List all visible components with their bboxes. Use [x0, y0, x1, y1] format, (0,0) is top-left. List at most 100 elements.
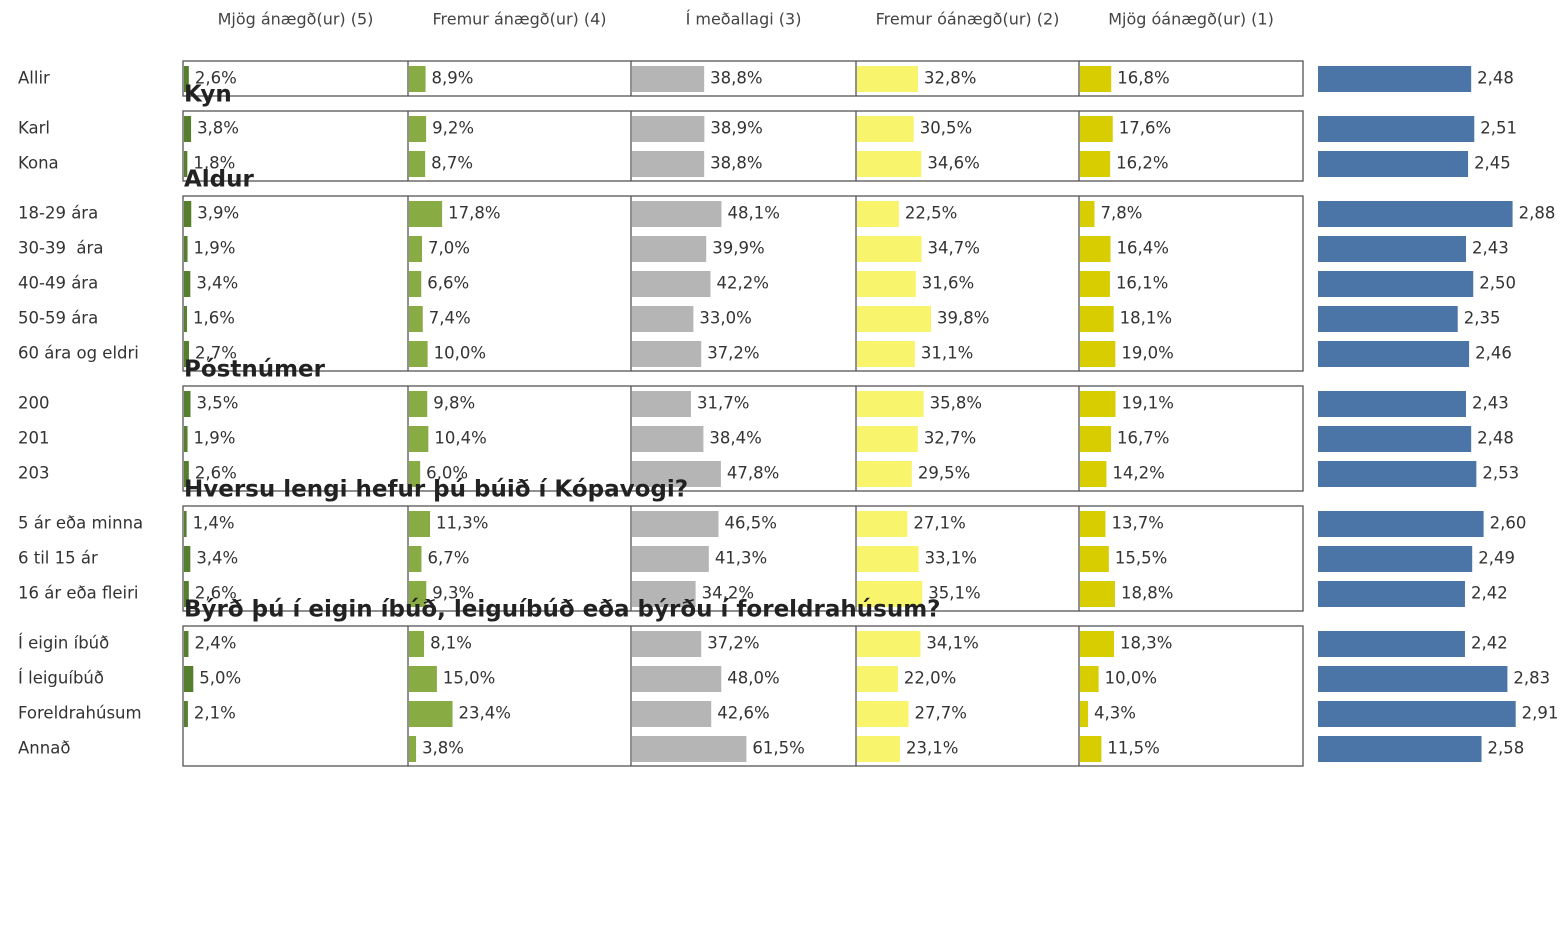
value-label: 19,1%: [1122, 394, 1174, 413]
bar: [857, 666, 898, 692]
value-label: 37,2%: [707, 634, 759, 653]
value-label: 16,1%: [1116, 274, 1168, 293]
mean-bar: [1318, 391, 1467, 417]
value-label: 15,0%: [443, 669, 495, 688]
mean-bar: [1318, 701, 1516, 727]
bar: [632, 271, 711, 297]
bar: [1080, 426, 1112, 452]
value-label: 2,6%: [195, 584, 237, 603]
bar: [632, 461, 721, 487]
value-label: 22,0%: [904, 669, 956, 688]
bar: [409, 391, 428, 417]
row-label: 40-49 ára: [18, 274, 98, 293]
mean-bar: [1318, 201, 1513, 227]
bar: [1080, 66, 1112, 92]
value-label: 8,9%: [432, 69, 474, 88]
mean-bar: [1318, 341, 1470, 367]
value-label: 30,5%: [920, 119, 972, 138]
bar: [409, 271, 422, 297]
bar: [632, 201, 722, 227]
value-label: 16,7%: [1117, 429, 1169, 448]
bar: [409, 236, 423, 262]
bar: [632, 546, 709, 572]
value-label: 1,9%: [194, 239, 236, 258]
value-label: 6,7%: [427, 549, 469, 568]
value-label: 9,3%: [432, 584, 474, 603]
value-label: 2,1%: [194, 704, 236, 723]
bar: [1080, 341, 1116, 367]
bar: [857, 236, 922, 262]
bar: [632, 736, 747, 762]
mean-bar: [1318, 581, 1465, 607]
value-label: 3,5%: [197, 394, 239, 413]
mean-label: 2,43: [1472, 394, 1509, 413]
value-label: 31,7%: [697, 394, 749, 413]
row-label: Foreldrahúsum: [18, 704, 142, 723]
value-label: 1,8%: [193, 154, 235, 173]
column-header: Í meðallagi (3): [686, 10, 802, 29]
value-label: 3,9%: [197, 204, 239, 223]
value-label: 10,4%: [434, 429, 486, 448]
mean-label: 2,35: [1464, 309, 1501, 328]
mean-bar: [1318, 271, 1474, 297]
bar: [632, 581, 696, 607]
mean-label: 2,83: [1513, 669, 1550, 688]
value-label: 35,8%: [930, 394, 982, 413]
value-label: 23,1%: [906, 739, 958, 758]
value-label: 34,6%: [927, 154, 979, 173]
mean-label: 2,46: [1475, 344, 1512, 363]
bar: [409, 701, 453, 727]
mean-label: 2,42: [1471, 634, 1508, 653]
row-label: 50-59 ára: [18, 309, 98, 328]
value-label: 14,2%: [1112, 464, 1164, 483]
value-label: 10,0%: [434, 344, 486, 363]
value-label: 27,7%: [915, 704, 967, 723]
value-label: 35,1%: [928, 584, 980, 603]
mean-label: 2,48: [1477, 429, 1514, 448]
value-label: 3,8%: [422, 739, 464, 758]
bar: [632, 391, 691, 417]
bar: [409, 736, 417, 762]
group-box: [182, 385, 1304, 492]
mean-label: 2,53: [1482, 464, 1519, 483]
mean-bar: [1318, 306, 1458, 332]
value-label: 13,7%: [1111, 514, 1163, 533]
bar: [857, 701, 909, 727]
bar: [184, 511, 187, 537]
mean-bar: [1318, 66, 1472, 92]
value-label: 31,6%: [922, 274, 974, 293]
value-label: 5,0%: [199, 669, 241, 688]
group-box: [182, 505, 1304, 612]
bar: [409, 66, 426, 92]
bar: [409, 426, 429, 452]
value-label: 6,0%: [426, 464, 468, 483]
value-label: 34,2%: [702, 584, 754, 603]
mean-label: 2,50: [1479, 274, 1516, 293]
value-label: 23,4%: [459, 704, 511, 723]
value-label: 1,6%: [193, 309, 235, 328]
value-label: 29,5%: [918, 464, 970, 483]
group-box: [182, 110, 1304, 182]
value-label: 7,8%: [1101, 204, 1143, 223]
bar: [857, 116, 914, 142]
bar: [409, 581, 427, 607]
mean-bar: [1318, 151, 1469, 177]
value-label: 41,3%: [715, 549, 767, 568]
value-label: 2,7%: [195, 344, 237, 363]
row-label: 60 ára og eldri: [18, 344, 139, 363]
row-label: 203: [18, 464, 50, 483]
value-label: 2,6%: [195, 69, 237, 88]
bar: [632, 666, 722, 692]
bar: [409, 511, 431, 537]
value-label: 1,9%: [194, 429, 236, 448]
bar: [857, 426, 918, 452]
value-label: 27,1%: [913, 514, 965, 533]
row-label: 200: [18, 394, 50, 413]
bar: [409, 666, 437, 692]
group-title: Aldur: [184, 167, 255, 193]
bar: [632, 631, 702, 657]
mean-bar: [1318, 511, 1484, 537]
column-header: Fremur óánægð(ur) (2): [876, 10, 1060, 29]
group-title: Hversu lengi hefur þú búið í Kópavogi?: [184, 477, 688, 503]
value-label: 16,2%: [1116, 154, 1168, 173]
